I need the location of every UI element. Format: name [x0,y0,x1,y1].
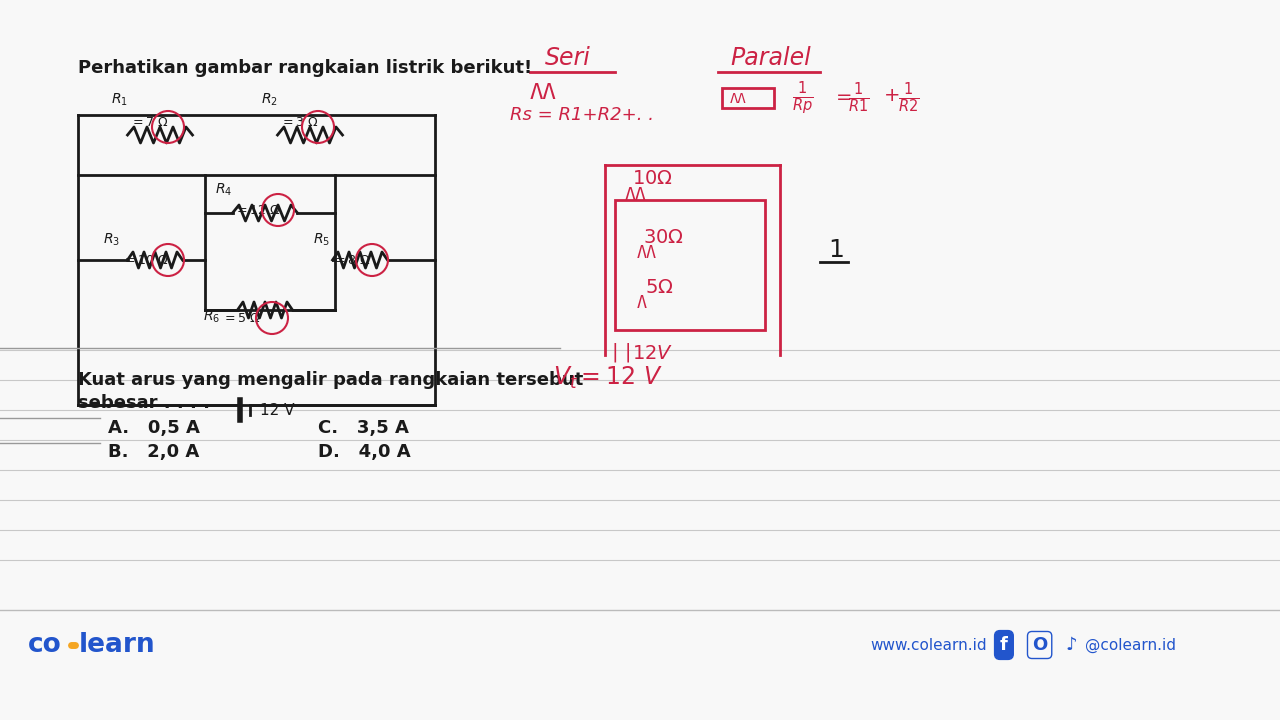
Text: D.   4,0 A: D. 4,0 A [317,443,411,461]
Text: 1: 1 [828,238,844,262]
Text: | |: | | [612,342,631,361]
Text: B.   2,0 A: B. 2,0 A [108,443,200,461]
Text: A.   0,5 A: A. 0,5 A [108,419,200,437]
Text: $R_1$: $R_1$ [111,91,128,108]
Text: $= 5\ \Omega$: $= 5\ \Omega$ [221,312,261,325]
Text: $\frac{1}{R2}$: $\frac{1}{R2}$ [899,81,919,115]
Text: sebesar . . . .: sebesar . . . . [78,394,210,412]
Text: ΛΛ: ΛΛ [637,244,657,262]
Text: f: f [1000,636,1007,654]
Text: $5\Omega$: $5\Omega$ [645,277,673,297]
Text: $10\Omega$: $10\Omega$ [632,168,673,187]
Text: C.   3,5 A: C. 3,5 A [317,419,408,437]
Text: ♪: ♪ [1065,636,1076,654]
Text: ΛΛ: ΛΛ [625,186,646,204]
Text: ΛΛ: ΛΛ [530,83,557,103]
Text: $+$: $+$ [883,86,900,104]
Text: $\frac{1}{R1}$: $\frac{1}{R1}$ [847,81,869,115]
Text: $V_t = 12\ V$: $V_t = 12\ V$ [553,365,663,391]
Text: Paralel: Paralel [730,46,810,70]
Text: $=$: $=$ [832,86,852,104]
Bar [722,88,774,108]
Text: $R_5$: $R_5$ [312,232,330,248]
Text: $R_6$: $R_6$ [202,309,220,325]
Text: Seri: Seri [545,46,591,70]
Text: $\frac{1}{Rp}$: $\frac{1}{Rp}$ [792,79,813,117]
Text: Λ: Λ [637,294,646,312]
Text: $12V$: $12V$ [632,343,673,362]
Text: co: co [28,632,61,658]
Text: $R_3$: $R_3$ [102,232,120,248]
Text: learn: learn [79,632,156,658]
Text: @colearn.id: @colearn.id [1085,637,1176,652]
Text: $= 10\ \Omega$: $= 10\ \Omega$ [122,253,169,266]
Text: $= 3\ \Omega$: $= 3\ \Omega$ [280,115,319,128]
Text: $= 8\ \Omega$: $= 8\ \Omega$ [332,253,370,266]
Text: $R_4$: $R_4$ [215,181,232,198]
Text: O: O [1032,636,1047,654]
Text: $= 7\ \Omega$: $= 7\ \Omega$ [131,115,169,128]
Text: $= 12\ \Omega$: $= 12\ \Omega$ [234,204,280,217]
Text: Perhatikan gambar rangkaian listrik berikut!: Perhatikan gambar rangkaian listrik beri… [78,59,532,77]
Text: Kuat arus yang mengalir pada rangkaian tersebut: Kuat arus yang mengalir pada rangkaian t… [78,371,584,389]
Text: 12 V: 12 V [260,403,294,418]
Text: Rs = R1+R2+. .: Rs = R1+R2+. . [509,106,654,124]
Text: $30\Omega$: $30\Omega$ [643,228,684,246]
Bar [614,200,765,330]
Text: ΛΛ: ΛΛ [730,92,746,106]
Text: $R_2$: $R_2$ [261,91,278,108]
Text: www.colearn.id: www.colearn.id [870,637,987,652]
